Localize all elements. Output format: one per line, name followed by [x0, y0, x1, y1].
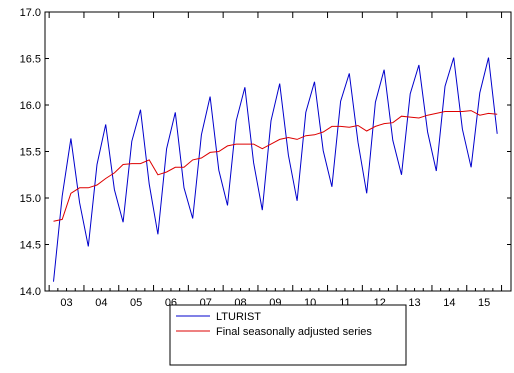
x-tick-label: 05 — [130, 297, 142, 309]
legend-label-seasonally-adjusted: Final seasonally adjusted series — [216, 326, 372, 338]
y-tick-label: 15.0 — [20, 193, 41, 205]
x-tick-label: 14 — [443, 297, 455, 309]
y-tick-label: 16.5 — [20, 54, 41, 66]
legend-label-lturist: LTURIST — [216, 311, 261, 323]
x-tick-label: 03 — [60, 297, 72, 309]
legend: LTURIST Final seasonally adjusted series — [169, 304, 407, 366]
y-tick-label: 14.0 — [20, 286, 41, 298]
x-tick-label: 11 — [339, 297, 350, 309]
series-line-lturist — [53, 57, 498, 282]
x-tick-label: 04 — [95, 297, 107, 309]
x-tick-label: 13 — [408, 297, 420, 309]
plot-frame — [44, 11, 512, 292]
series-line-seasonally-adjusted — [53, 110, 498, 222]
y-tick-label: 14.5 — [20, 240, 41, 252]
y-tick-label: 17.0 — [20, 7, 41, 19]
series-layer — [53, 57, 498, 282]
y-tick-label: 16.0 — [20, 100, 41, 112]
x-tick-label: 15 — [478, 297, 490, 309]
y-axis: 14.0 14.5 15.0 15.5 16.0 16.5 17.0 — [20, 7, 511, 298]
legend-box — [169, 304, 407, 366]
y-tick-label: 15.5 — [20, 147, 41, 159]
